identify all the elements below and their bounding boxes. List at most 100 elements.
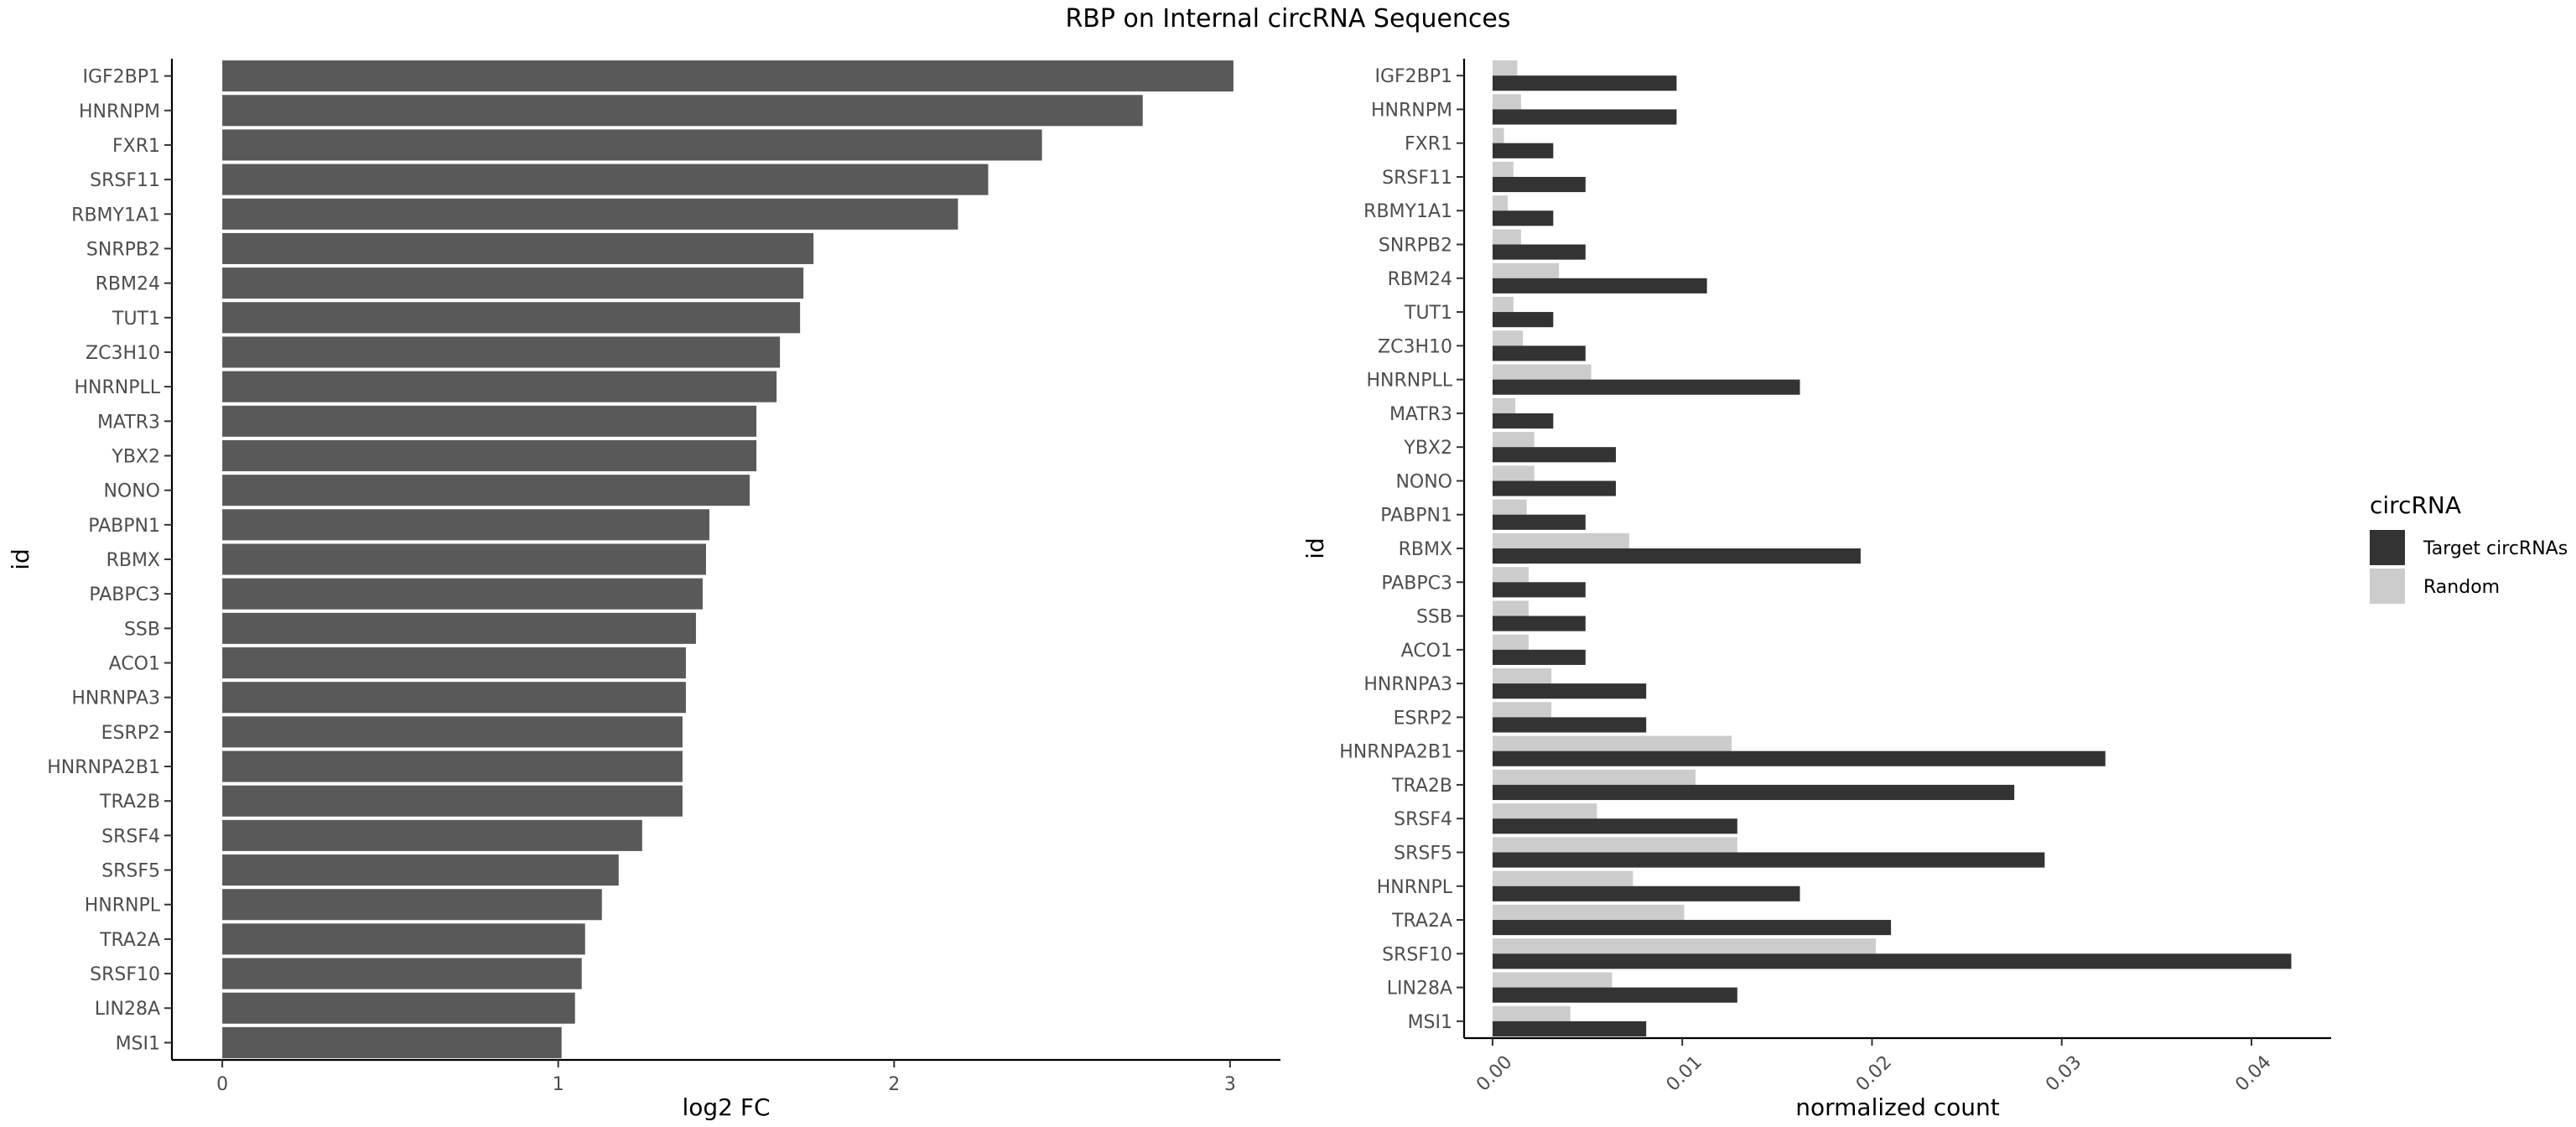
right-bar-random-aco1 — [1492, 634, 1529, 650]
left-bar-igf2bp1 — [222, 60, 1233, 92]
left-y-tick-label: YBX2 — [111, 446, 160, 467]
right-bar-target-matr3 — [1492, 413, 1554, 429]
right-panel-bar-chart: IGF2BP1 HNRNPM FXR1 SRSF11 RBMY1A1 SNRPB2 RBM2… — [1301, 59, 2331, 1121]
right-bar-random-hnrnpm — [1492, 94, 1521, 110]
right-y-tick-label: HNRNPA2B1 — [1339, 742, 1452, 763]
left-bar-zc3h10 — [222, 336, 781, 368]
left-bar-rbmy1a1 — [222, 198, 958, 230]
right-bar-random-ybx2 — [1492, 432, 1535, 448]
right-y-tick-label: PABPN1 — [1380, 506, 1452, 527]
left-bar-hnrnpa2b1 — [222, 750, 683, 782]
legend-title: circRNA — [2370, 491, 2461, 519]
right-bar-random-srsf11 — [1492, 161, 1514, 177]
right-bar-target-zc3h10 — [1492, 345, 1586, 361]
left-bar-matr3 — [222, 405, 757, 437]
right-y-tick-label: HNRNPL — [1377, 877, 1453, 898]
right-bar-target-nono — [1492, 480, 1617, 496]
right-bar-random-pabpn1 — [1492, 499, 1527, 515]
right-bar-target-ssb — [1492, 615, 1586, 631]
right-x-tick-label: 0.02 — [1852, 1052, 1896, 1095]
right-bar-random-srsf5 — [1492, 837, 1737, 853]
left-y-tick-label: SRSF11 — [90, 170, 160, 191]
right-x-tick-label: 0.03 — [2042, 1052, 2085, 1095]
right-y-tick-label: ZC3H10 — [1378, 336, 1452, 357]
right-bar-random-igf2bp1 — [1492, 60, 1518, 76]
right-bar-target-aco1 — [1492, 649, 1586, 665]
right-bar-target-lin28a — [1492, 987, 1737, 1003]
left-y-tick-label: RBM24 — [96, 274, 160, 295]
left-y-tick-label: PABPN1 — [88, 516, 160, 537]
right-bar-random-matr3 — [1492, 397, 1516, 413]
right-bar-target-srsf11 — [1492, 176, 1586, 193]
left-y-tick-label: NONO — [103, 481, 160, 502]
right-y-tick-label: PABPC3 — [1381, 573, 1452, 594]
right-bar-target-tut1 — [1492, 312, 1554, 328]
right-bar-target-hnrnpl — [1492, 886, 1800, 901]
left-y-tick-label: TUT1 — [112, 309, 160, 330]
right-bar-target-hnrnpm — [1492, 109, 1677, 125]
right-y-tick-label: NONO — [1395, 471, 1452, 492]
right-y-tick-label: LIN28A — [1387, 979, 1452, 1000]
right-y-tick-label: SRSF5 — [1394, 843, 1452, 864]
right-bar-target-fxr1 — [1492, 143, 1554, 158]
left-y-tick-label: ZC3H10 — [86, 343, 160, 364]
legend-label-target-circrnas: Target circRNAs — [2423, 538, 2568, 559]
right-bar-random-hnrnpa2b1 — [1492, 735, 1732, 751]
left-bar-hnrnpa3 — [222, 682, 686, 714]
left-bar-tra2b — [222, 785, 683, 817]
right-bar-random-tra2b — [1492, 769, 1696, 785]
left-bar-ssb — [222, 612, 696, 644]
right-y-tick-label: FXR1 — [1405, 134, 1452, 155]
right-y-tick-label: SRSF10 — [1382, 944, 1452, 965]
right-y-tick-label: MATR3 — [1389, 404, 1452, 425]
legend-swatch-random — [2370, 569, 2405, 604]
right-bar-random-esrp2 — [1492, 702, 1552, 718]
left-y-tick-label: SRSF4 — [101, 826, 160, 847]
right-bar-random-msi1 — [1492, 1005, 1571, 1021]
legend-swatch-target-circrnas — [2370, 530, 2405, 565]
right-y-tick-label: IGF2BP1 — [1374, 66, 1452, 87]
left-bar-lin28a — [222, 992, 575, 1024]
left-bar-pabpn1 — [222, 509, 709, 541]
left-y-axis-title: id — [7, 548, 34, 570]
right-bar-random-nono — [1492, 465, 1535, 481]
legend-label-random: Random — [2423, 577, 2500, 598]
left-y-tick-label: SNRPB2 — [86, 239, 160, 260]
left-y-tick-label: SSB — [124, 619, 160, 640]
left-y-tick-label: SRSF10 — [90, 964, 160, 985]
left-y-tick-label: ACO1 — [109, 654, 160, 675]
right-bar-target-srsf10 — [1492, 953, 2292, 969]
right-y-tick-label: YBX2 — [1403, 438, 1452, 459]
left-bar-esrp2 — [222, 716, 683, 748]
right-bar-target-rbmx — [1492, 548, 1861, 564]
right-bar-target-msi1 — [1492, 1021, 1647, 1036]
right-y-tick-label: SRSF4 — [1394, 809, 1452, 830]
right-y-tick-label: ESRP2 — [1394, 708, 1452, 729]
left-bar-rbmx — [222, 543, 706, 575]
right-bar-target-esrp2 — [1492, 717, 1647, 733]
left-y-tick-label: HNRNPL — [85, 896, 161, 917]
left-bar-ybx2 — [222, 439, 757, 472]
left-y-tick-label: TRA2B — [99, 792, 160, 813]
right-bar-target-tra2b — [1492, 784, 2015, 801]
left-bar-snrpb2 — [222, 232, 814, 264]
right-bar-random-lin28a — [1492, 972, 1613, 988]
left-y-tick-label: FXR1 — [112, 136, 160, 157]
left-bar-nono — [222, 475, 750, 506]
left-bar-srsf11 — [222, 164, 989, 195]
left-y-tick-label: MATR3 — [97, 412, 160, 433]
right-bar-target-rbm24 — [1492, 278, 1707, 293]
right-y-tick-label: SRSF11 — [1382, 168, 1452, 189]
left-y-tick-label: MSI1 — [116, 1033, 160, 1054]
left-x-tick-label: 1 — [553, 1074, 564, 1095]
right-bar-random-srsf10 — [1492, 938, 1876, 954]
right-y-tick-label: RBMX — [1399, 539, 1452, 560]
right-y-tick-label: TUT1 — [1404, 303, 1452, 324]
left-bar-msi1 — [222, 1026, 562, 1058]
left-bar-hnrnpll — [222, 371, 777, 402]
left-x-axis-title: log2 FC — [682, 1093, 770, 1121]
left-x-tick-label: 3 — [1224, 1074, 1236, 1095]
left-y-tick-label: RBMY1A1 — [71, 205, 160, 226]
left-x-tick-label: 2 — [888, 1074, 900, 1095]
